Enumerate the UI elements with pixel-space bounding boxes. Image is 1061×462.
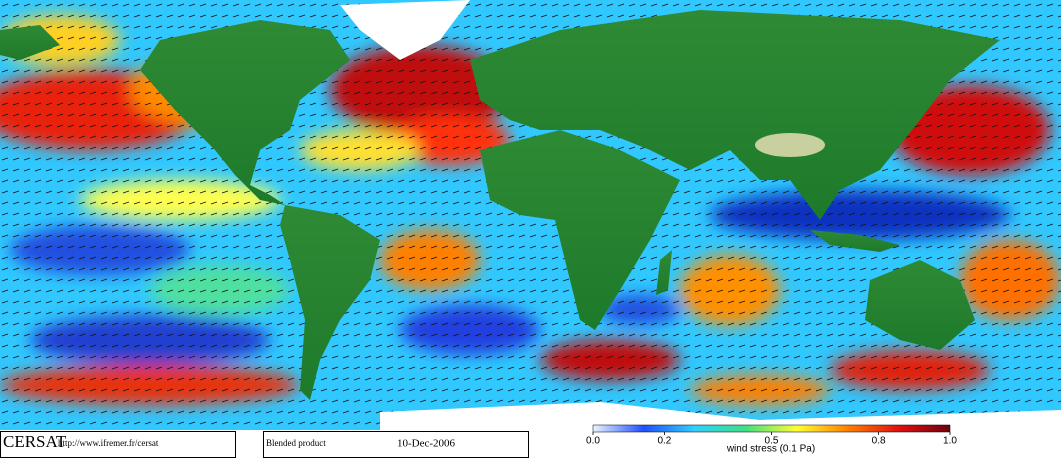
product: Blended product xyxy=(266,438,326,448)
logo: CERSAT xyxy=(3,432,67,451)
url: http://www.ifremer.fr/cersat xyxy=(58,438,159,448)
colorbar-bar xyxy=(592,424,951,433)
land xyxy=(0,10,1000,400)
colorbar-label: wind stress (0.1 Pa) xyxy=(726,444,815,455)
date: 10-Dec-2006 xyxy=(397,438,456,450)
colorbar: 0.0 0.2 0.5 0.8 1.0 xyxy=(586,424,957,447)
colorbar-tick-label: 0.8 xyxy=(872,436,886,447)
colorbar-tick-label: 0.2 xyxy=(657,436,671,447)
credit-box xyxy=(0,431,236,458)
ice xyxy=(340,0,1061,430)
colorbar-tick-label: 0.0 xyxy=(586,436,600,447)
colorbar-tick-label: 0.5 xyxy=(765,436,779,447)
colorbar-tick-label: 1.0 xyxy=(943,436,957,447)
product-box xyxy=(263,431,529,458)
